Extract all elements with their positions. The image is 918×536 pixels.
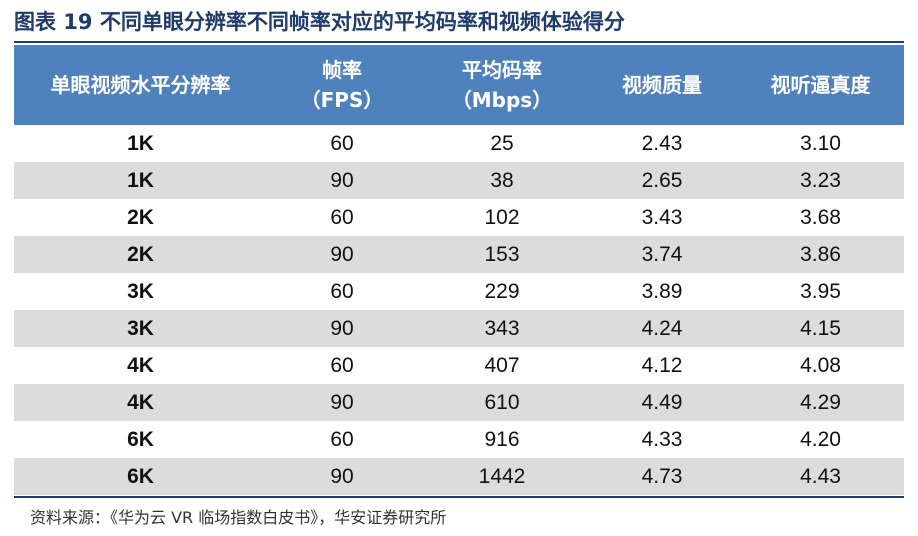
cell-av-fidelity: 3.86 [800, 242, 841, 266]
cell-resolution: 2K [127, 205, 154, 229]
cell-av-fidelity: 4.29 [800, 390, 841, 414]
header-video-quality: 视频质量 [587, 45, 737, 125]
cell-video-quality: 4.73 [641, 464, 683, 488]
header-line: 单眼视频水平分辨率 [50, 73, 231, 97]
cell-av-fidelity: 4.43 [800, 464, 841, 488]
cell-frame-rate: 60 [330, 131, 354, 155]
cell-frame-rate: 60 [330, 279, 354, 303]
data-table: 单眼视频水平分辨率 帧率 （FPS） 平均码率 （Mbps） 视频质量 视听逼真… [14, 45, 904, 495]
cell-video-quality: 3.74 [641, 242, 683, 266]
cell-av-fidelity: 3.95 [800, 279, 841, 303]
cell-resolution: 4K [127, 390, 154, 414]
header-row: 单眼视频水平分辨率 帧率 （FPS） 平均码率 （Mbps） 视频质量 视听逼真… [14, 45, 904, 125]
cell-frame-rate: 90 [330, 242, 354, 266]
table-body: 1K 60 25 2.43 3.10 1K 90 38 2.65 3.23 2K 60 102 3.43 3… [14, 125, 904, 495]
cell-frame-rate: 60 [330, 353, 354, 377]
cell-frame-rate: 90 [330, 464, 354, 488]
cell-bitrate: 1442 [478, 464, 526, 488]
table-row: 3K 60 229 3.89 3.95 [14, 273, 904, 310]
cell-frame-rate: 90 [330, 316, 354, 340]
header-line: （Mbps） [451, 88, 553, 112]
header-line: 帧率 [322, 58, 362, 82]
cell-av-fidelity: 4.15 [800, 316, 841, 340]
cell-av-fidelity: 3.68 [800, 205, 841, 229]
table-row: 3K 90 343 4.24 4.15 [14, 310, 904, 347]
cell-frame-rate: 90 [330, 168, 354, 192]
cell-av-fidelity: 3.23 [800, 168, 841, 192]
cell-video-quality: 4.24 [641, 316, 683, 340]
table-row: 2K 60 102 3.43 3.68 [14, 199, 904, 236]
table-row: 1K 90 38 2.65 3.23 [14, 162, 904, 199]
figure-title: 图表 19 不同单眼分辨率不同帧率对应的平均码率和视频体验得分 [14, 10, 625, 34]
cell-av-fidelity: 4.20 [800, 427, 841, 451]
cell-resolution: 6K [127, 464, 154, 488]
cell-frame-rate: 90 [330, 390, 354, 414]
cell-bitrate: 916 [484, 427, 520, 451]
header-line: 视频质量 [622, 73, 702, 97]
cell-resolution: 1K [127, 131, 154, 155]
cell-frame-rate: 60 [330, 427, 354, 451]
table-row: 4K 60 407 4.12 4.08 [14, 347, 904, 384]
cell-bitrate: 102 [484, 205, 520, 229]
cell-resolution: 3K [127, 316, 154, 340]
header-line: 平均码率 [462, 58, 542, 82]
cell-video-quality: 3.43 [641, 205, 683, 229]
table-row: 1K 60 25 2.43 3.10 [14, 125, 904, 162]
table-row: 2K 90 153 3.74 3.86 [14, 236, 904, 273]
cell-bitrate: 38 [490, 168, 514, 192]
cell-bitrate: 610 [484, 390, 520, 414]
header-line: 视听逼真度 [770, 73, 871, 97]
cell-video-quality: 4.12 [641, 353, 683, 377]
cell-bitrate: 343 [484, 316, 520, 340]
header-bitrate: 平均码率 （Mbps） [417, 45, 587, 125]
cell-av-fidelity: 4.08 [800, 353, 841, 377]
cell-video-quality: 3.89 [641, 279, 683, 303]
cell-bitrate: 153 [484, 242, 520, 266]
header-frame-rate: 帧率 （FPS） [267, 45, 417, 125]
source-note: 资料来源：《华为云 VR 临场指数白皮书》，华安证券研究所 [30, 508, 447, 527]
table-header: 单眼视频水平分辨率 帧率 （FPS） 平均码率 （Mbps） 视频质量 视听逼真… [14, 45, 904, 125]
header-resolution: 单眼视频水平分辨率 [14, 45, 267, 125]
cell-bitrate: 229 [484, 279, 520, 303]
cell-resolution: 6K [127, 427, 154, 451]
header-av-fidelity: 视听逼真度 [737, 45, 904, 125]
table-row: 6K 60 916 4.33 4.20 [14, 421, 904, 458]
bottom-divider [14, 496, 904, 498]
cell-video-quality: 4.33 [641, 427, 683, 451]
cell-av-fidelity: 3.10 [800, 131, 841, 155]
header-line: （FPS） [300, 88, 384, 112]
cell-resolution: 2K [127, 242, 154, 266]
table-row: 4K 90 610 4.49 4.29 [14, 384, 904, 421]
cell-resolution: 3K [127, 279, 154, 303]
cell-resolution: 1K [127, 168, 154, 192]
cell-bitrate: 25 [490, 131, 514, 155]
title-divider [14, 41, 904, 43]
cell-bitrate: 407 [484, 353, 520, 377]
cell-video-quality: 4.49 [641, 390, 683, 414]
cell-video-quality: 2.43 [641, 131, 683, 155]
cell-frame-rate: 60 [330, 205, 354, 229]
table-row: 6K 90 1442 4.73 4.43 [14, 458, 904, 495]
cell-resolution: 4K [127, 353, 154, 377]
cell-video-quality: 2.65 [641, 168, 683, 192]
